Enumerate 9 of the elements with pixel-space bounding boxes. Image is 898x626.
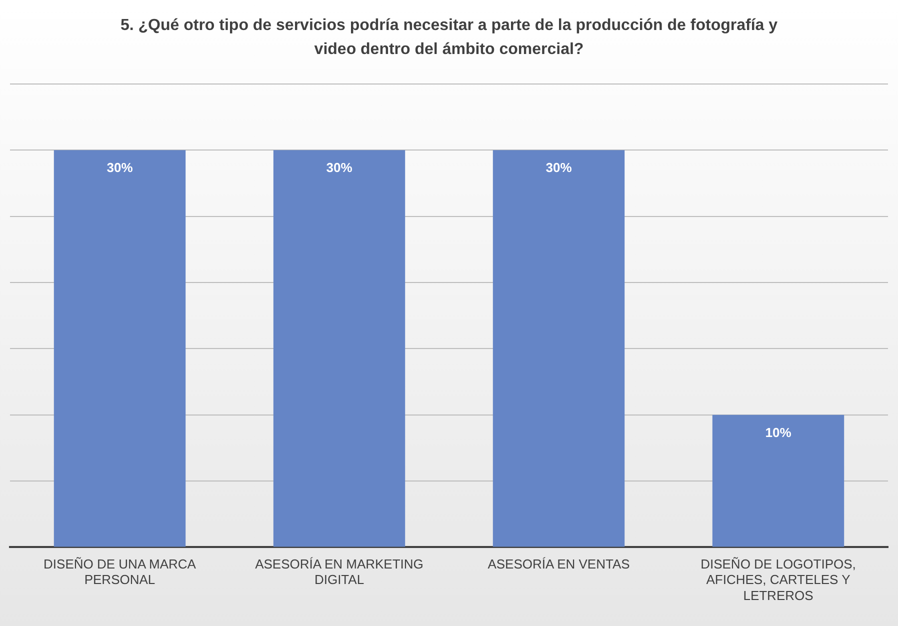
data-label: 30% xyxy=(106,160,134,176)
data-label: 30% xyxy=(326,160,353,176)
x-tick-label: ASESORÍA EN VENTAS xyxy=(488,556,630,572)
chart-title: 5. ¿Qué otro tipo de servicios podría necesitar a parte de la producción de fotografía y video dentro del ámbito comercial? xyxy=(119,16,779,60)
x-tick-label: ASESORÍA EN MARKETING DIGITAL xyxy=(255,556,424,588)
data-label: 30% xyxy=(546,160,572,176)
x-tick-label: DISEÑO DE UNA MARCA PERSONAL xyxy=(44,556,196,588)
x-tick-label: DISEÑO DE LOGOTIPOS, AFICHES, CARTELES Y LETREROS xyxy=(700,556,856,603)
data-label: 10% xyxy=(765,424,792,440)
